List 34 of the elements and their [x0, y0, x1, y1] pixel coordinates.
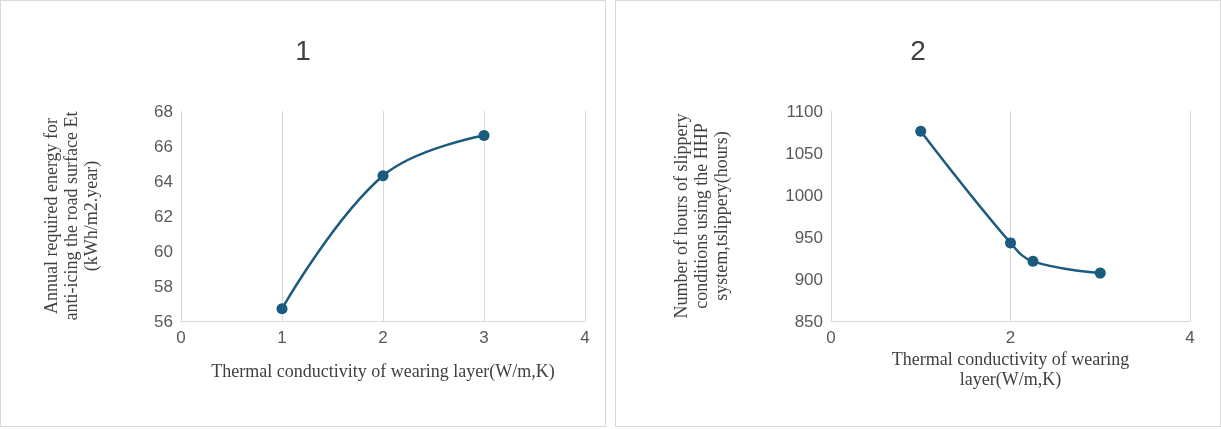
x-tick-label: 3: [479, 328, 489, 347]
x-tick-label: 1: [277, 328, 287, 347]
point: [1027, 255, 1039, 267]
y-tick-label: 58: [154, 276, 173, 296]
x-tick-label: 0: [826, 328, 836, 347]
y-axis-title: Annual required energy for anti-icing the road surface Et (kWh/m2.year): [41, 111, 102, 321]
y-tick-label: 66: [154, 136, 173, 156]
chart-title: 1: [295, 34, 311, 66]
x-tick-label: 2: [378, 328, 388, 347]
x-tick-label: 4: [580, 328, 590, 347]
x-axis-title: Thermal conductivity of wearing layer(W/m,K): [211, 361, 555, 382]
point: [915, 125, 927, 137]
y-tick-label: 64: [154, 171, 173, 191]
x-axis-title: Thermal conductivity of wearing layer(W/m,K): [891, 349, 1130, 390]
y-tick-label: 1100: [786, 101, 823, 121]
x-tick-label: 2: [1005, 328, 1016, 347]
y-tick-label: 950: [794, 227, 823, 247]
x-tick-label: 0: [176, 328, 186, 347]
y-tick-label: 56: [154, 311, 173, 331]
point: [478, 130, 490, 141]
y-tick-label: 62: [154, 206, 173, 226]
y-tick-label: 900: [794, 269, 823, 289]
y-tick-label: 850: [794, 311, 823, 331]
y-tick-label: 1000: [785, 185, 823, 205]
point: [377, 170, 389, 182]
point: [1094, 267, 1106, 279]
y-tick-label: 68: [154, 101, 173, 121]
y-tick-label: 1050: [785, 143, 823, 163]
x-tick-label: 4: [1185, 328, 1195, 347]
y-tick-label: 60: [154, 241, 173, 261]
point: [276, 303, 288, 315]
point: [1005, 237, 1016, 249]
y-axis-title: Number of hours of slippery conditions using the HHP system,tslippery(hours): [671, 113, 732, 319]
chart-title: 2: [910, 34, 926, 66]
